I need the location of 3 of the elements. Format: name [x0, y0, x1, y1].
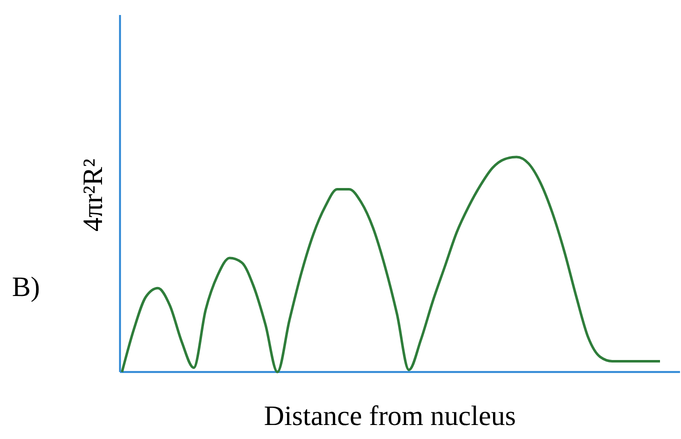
text: B)	[12, 272, 40, 303]
x-axis-title: Distance from nucleus	[264, 401, 516, 432]
y-axis-title: 4πr²R²	[78, 158, 109, 232]
